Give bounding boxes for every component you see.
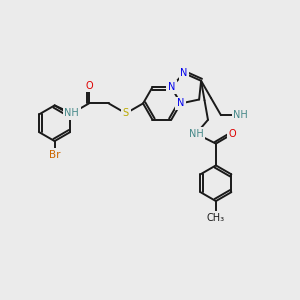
Text: O: O <box>85 81 93 91</box>
Text: Br: Br <box>49 150 60 160</box>
Text: S: S <box>123 108 129 118</box>
Text: N: N <box>168 82 175 92</box>
Text: O: O <box>229 129 237 139</box>
Text: N: N <box>180 68 188 78</box>
Text: NH: NH <box>64 108 79 118</box>
Text: NH: NH <box>189 129 203 139</box>
Text: N: N <box>177 98 184 108</box>
Text: CH₃: CH₃ <box>207 213 225 223</box>
Text: NH: NH <box>233 110 248 120</box>
